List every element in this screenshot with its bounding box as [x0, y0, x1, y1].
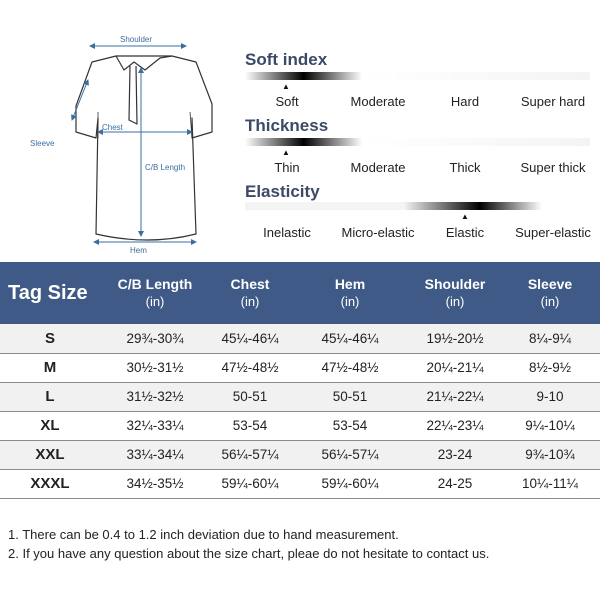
thickness-gradient-bar [245, 138, 590, 146]
shoulder-cell: 21¼-22¼ [410, 381, 500, 411]
elasticity-label: Inelastic [263, 225, 311, 240]
soft-index-label: Moderate [350, 94, 406, 109]
size-cell: M [0, 352, 100, 382]
cb-length-cell: 29¾-30¾ [126, 330, 184, 346]
header-hem: Hem (in) [290, 262, 410, 324]
thickness-label: Thin [274, 160, 300, 175]
elasticity-label: Elastic [445, 225, 485, 240]
chest-cell: 47½-48½ [210, 352, 290, 382]
size-cell: XL [0, 410, 100, 440]
note-measurement-deviation: 1. There can be 0.4 to 1.2 inch deviatio… [8, 527, 399, 542]
header-sleeve-label: Sleeve [527, 276, 573, 292]
size-chart-table: Tag Size C/B Length (in) Chest (in) Hem (in… [0, 262, 600, 499]
elasticity-scale: Elasticity ▲ Inelastic Micro-elastic Ela… [245, 180, 591, 245]
hem-cell: 47½-48½ [290, 352, 410, 382]
header-chest-label: Chest [230, 276, 270, 292]
header-unit: (in) [145, 294, 165, 309]
chest-cell: 53-54 [210, 410, 290, 440]
cb-length-cell: 30½-31½ [100, 352, 210, 382]
hem-cell: 45¼-46¼ [321, 330, 379, 346]
soft-index-gradient-bar [245, 72, 590, 80]
size-label: XXXL [30, 475, 70, 492]
chest-cell: 50-51 [210, 381, 290, 411]
table-row: XXL 33¼-34¼ 56¼-57¼ 56¼-57¼ 23-24 9¾-10¾ [0, 439, 600, 469]
cb-length-cell: 33¼-34¼ [100, 439, 210, 469]
elasticity-label: Super-elastic [515, 225, 591, 240]
soft-index-scale: Soft index ▲ Soft Moderate Hard Super ha… [245, 48, 590, 113]
shoulder-cell: 20¼-21¼ [410, 352, 500, 382]
header-unit: (in) [445, 294, 465, 309]
elasticity-title: Elasticity [245, 182, 320, 201]
thickness-title: Thickness [245, 116, 329, 135]
elasticity-gradient-bar [245, 202, 590, 210]
header-shoulder: Shoulder (in) [410, 262, 500, 324]
size-label: L [45, 388, 55, 405]
table-row: XXXL 34½-35½ 59¼-60¼ 59¼-60¼ 24-25 10¼-1… [0, 468, 600, 499]
hem-cell: 59¼-60¼ [290, 468, 410, 499]
shoulder-cell: 24-25 [410, 468, 500, 499]
size-cell: S [0, 324, 100, 353]
soft-index-label: Soft [275, 94, 299, 109]
chest-label: Chest [102, 123, 124, 132]
table-row: L 31½-32½ 50-51 50-51 21¼-22¼ 9-10 [0, 381, 600, 411]
shirt-measurement-diagram: Shoulder Chest Sleeve C/B Length Hem [30, 35, 213, 255]
soft-index-marker-icon: ▲ [282, 82, 290, 91]
header-chest: Chest (in) [210, 262, 290, 324]
hem-cell: 53-54 [290, 410, 410, 440]
soft-index-label: Hard [450, 94, 480, 109]
sleeve-cell: 9-10 [500, 381, 600, 411]
shoulder-cell: 22¼-23¼ [410, 410, 500, 440]
size-label: XL [40, 417, 60, 434]
table-row: S 29¾-30¾ 45¼-46¼ 45¼-46¼ 19½-20½ 8¼-9¼ [0, 324, 600, 353]
thickness-label: Super thick [520, 160, 586, 175]
table-row: M 30½-31½ 47½-48½ 47½-48½ 20¼-21¼ 8½-9½ [0, 352, 600, 382]
sleeve-cell: 9¼-10¼ [500, 410, 600, 440]
chest-cell: 59¼-60¼ [210, 468, 290, 499]
header-tag-size: Tag Size [8, 281, 88, 304]
header-hem-label: Hem [334, 276, 366, 292]
table-header-row: Tag Size C/B Length (in) Chest (in) Hem (in… [0, 262, 600, 324]
thickness-label: Moderate [350, 160, 406, 175]
size-label: S [44, 329, 55, 347]
header-unit: (in) [240, 294, 260, 309]
size-cell: XXXL [0, 468, 100, 499]
shoulder-cell: 23-24 [410, 439, 500, 469]
cb-length-cell: 31½-32½ [100, 381, 210, 411]
chest-cell: 56¼-57¼ [210, 439, 290, 469]
header-sleeve: Sleeve (in) [500, 262, 600, 324]
soft-index-title: Soft index [245, 50, 328, 69]
size-label: M [43, 359, 57, 376]
header-cb-length: C/B Length (in) [100, 262, 210, 324]
sleeve-cell: 8¼-9¼ [528, 330, 572, 346]
header-unit: (in) [340, 294, 360, 309]
header-unit: (in) [540, 294, 560, 309]
note-contact-us: 2. If you have any question about the si… [8, 546, 490, 561]
sleeve-cell: 8½-9½ [500, 352, 600, 382]
shoulder-label: Shoulder [120, 35, 152, 44]
shoulder-cell: 19½-20½ [426, 330, 484, 346]
size-label: XXL [35, 446, 65, 463]
header-cb-length-label: C/B Length [117, 276, 193, 292]
hem-cell: 50-51 [290, 381, 410, 411]
cb-length-cell: 32¼-33¼ [100, 410, 210, 440]
elasticity-label: Micro-elastic [341, 225, 415, 240]
hem-label: Hem [130, 246, 147, 255]
size-cell: XXL [0, 439, 100, 469]
polo-shirt-outline [75, 55, 213, 241]
soft-index-label: Super hard [520, 94, 586, 109]
header-shoulder-label: Shoulder [424, 276, 486, 292]
thickness-marker-icon: ▲ [282, 148, 290, 157]
thickness-label: Thick [449, 160, 481, 175]
chest-cell: 45¼-46¼ [221, 330, 279, 346]
cb-length-label: C/B Length [145, 163, 185, 172]
elasticity-marker-icon: ▲ [461, 212, 469, 221]
table-row: XL 32¼-33¼ 53-54 53-54 22¼-23¼ 9¼-10¼ [0, 410, 600, 440]
cb-length-cell: 34½-35½ [100, 468, 210, 499]
sleeve-label: Sleeve [30, 139, 55, 148]
sleeve-cell: 9¾-10¾ [500, 439, 600, 469]
size-cell: L [0, 381, 100, 411]
thickness-scale: Thickness ▲ Thin Moderate Thick Super th… [245, 114, 590, 179]
sleeve-cell: 10¼-11¼ [500, 468, 600, 499]
hem-cell: 56¼-57¼ [290, 439, 410, 469]
